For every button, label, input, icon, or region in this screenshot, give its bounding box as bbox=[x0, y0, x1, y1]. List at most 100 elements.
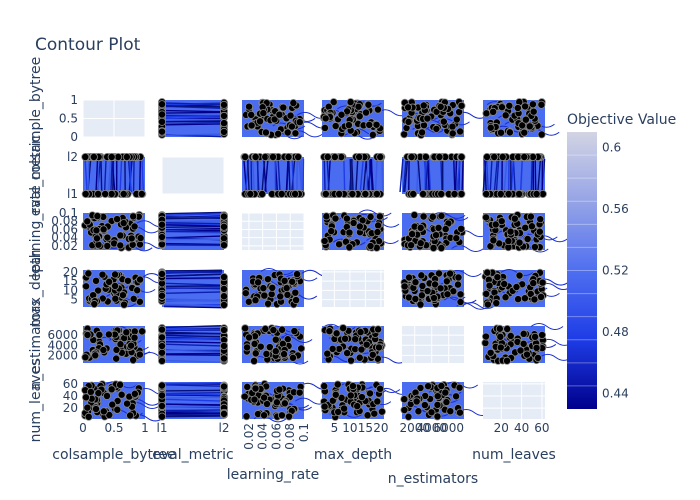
x-tick-label: 60 bbox=[534, 421, 549, 435]
trial-point bbox=[219, 222, 228, 231]
contour-line bbox=[163, 384, 223, 387]
trial-point bbox=[362, 340, 371, 349]
subplot-max_depth-vs-max_depth bbox=[322, 270, 384, 307]
trial-point bbox=[505, 128, 514, 137]
contour-line bbox=[461, 158, 464, 193]
trial-point bbox=[219, 284, 228, 293]
trial-point bbox=[456, 127, 465, 136]
contour-line bbox=[326, 158, 330, 193]
contour-line bbox=[359, 158, 364, 193]
trial-point bbox=[81, 353, 90, 362]
trial-point bbox=[261, 128, 270, 137]
contour-line bbox=[119, 244, 153, 252]
x-tick-label: 4000 bbox=[416, 421, 447, 435]
trial-point bbox=[450, 189, 459, 198]
trial-point bbox=[122, 328, 131, 337]
trial-point bbox=[433, 412, 442, 421]
trial-point bbox=[262, 349, 271, 358]
x-tick-label: 0.5 bbox=[104, 421, 123, 435]
trial-point bbox=[496, 343, 505, 352]
contour-line bbox=[264, 158, 269, 193]
subplot-learning_rate-vs-colsample_bytree bbox=[81, 211, 170, 252]
subplot-n_estimators-vs-colsample_bytree bbox=[81, 324, 175, 364]
trial-point bbox=[289, 98, 298, 107]
contour-line bbox=[95, 158, 99, 193]
trial-point bbox=[112, 345, 121, 354]
trial-point bbox=[356, 328, 365, 337]
trial-point bbox=[92, 405, 101, 414]
trial-point bbox=[250, 356, 259, 365]
trial-point bbox=[116, 340, 125, 349]
trial-point bbox=[347, 356, 356, 365]
subplot-colsample_bytree-vs-max_depth bbox=[320, 98, 410, 140]
x-tick-label: 0.04 bbox=[256, 423, 270, 450]
trial-point bbox=[521, 223, 530, 232]
contour-line bbox=[163, 114, 223, 118]
trial-point bbox=[260, 393, 269, 402]
trial-point bbox=[263, 275, 272, 284]
trial-point bbox=[500, 280, 509, 289]
trial-point bbox=[111, 294, 120, 303]
trial-point bbox=[219, 292, 228, 301]
contour-line bbox=[323, 158, 326, 193]
trial-point bbox=[515, 271, 524, 280]
trial-point bbox=[84, 269, 93, 278]
trial-point bbox=[99, 225, 108, 234]
trial-point bbox=[527, 222, 536, 231]
contour-line bbox=[503, 158, 508, 193]
trial-point bbox=[355, 222, 364, 231]
trial-point bbox=[268, 283, 277, 292]
colorbar-tick-label: 0.6 bbox=[602, 140, 621, 154]
contour-line bbox=[163, 382, 223, 385]
trial-point bbox=[521, 115, 530, 124]
contour-line bbox=[261, 158, 266, 193]
trial-point bbox=[346, 98, 355, 107]
trial-point bbox=[116, 241, 125, 250]
trial-point bbox=[526, 212, 535, 221]
trial-point bbox=[404, 412, 413, 421]
contour-line bbox=[402, 158, 407, 193]
subplot-num_leaves-vs-colsample_bytree bbox=[81, 380, 171, 422]
trial-point bbox=[437, 189, 446, 198]
trial-point bbox=[455, 383, 464, 392]
trial-point bbox=[269, 326, 278, 335]
trial-point bbox=[437, 381, 446, 390]
trial-point bbox=[219, 111, 228, 120]
chart-title: Contour Plot bbox=[35, 35, 141, 55]
contour-line bbox=[119, 158, 123, 193]
y-tick-label: 0.02 bbox=[51, 239, 78, 253]
trial-point bbox=[157, 348, 166, 357]
contour-line bbox=[285, 158, 289, 193]
trial-point bbox=[107, 385, 116, 394]
trial-point bbox=[157, 100, 166, 109]
x-axis-title: learning_rate bbox=[227, 467, 320, 483]
trial-point bbox=[433, 400, 442, 409]
contour-line bbox=[510, 158, 515, 193]
subplot-colsample_bytree-vs-colsample_bytree bbox=[82, 99, 146, 138]
trial-point bbox=[127, 341, 136, 350]
trial-point bbox=[408, 230, 417, 239]
trial-point bbox=[157, 127, 166, 136]
trial-point bbox=[157, 391, 166, 400]
trial-point bbox=[344, 121, 353, 130]
trial-point bbox=[503, 356, 512, 365]
trial-point bbox=[290, 327, 299, 336]
contour-line bbox=[256, 158, 260, 193]
trial-point bbox=[280, 350, 289, 359]
trial-point bbox=[157, 342, 166, 351]
x-tick-label: 5 bbox=[331, 421, 339, 435]
trial-point bbox=[111, 270, 120, 279]
trial-point bbox=[274, 129, 283, 138]
trial-point bbox=[537, 100, 546, 109]
trial-point bbox=[532, 343, 541, 352]
trial-point bbox=[410, 211, 419, 220]
trial-point bbox=[254, 278, 263, 287]
trial-point bbox=[119, 219, 128, 228]
trial-point bbox=[374, 221, 383, 230]
contour-line bbox=[366, 220, 400, 228]
trial-point bbox=[515, 189, 524, 198]
trial-point bbox=[364, 100, 373, 109]
subplot-learning_rate-vs-learning_rate bbox=[242, 212, 305, 250]
trial-point bbox=[513, 104, 522, 113]
contour-line bbox=[163, 410, 223, 414]
